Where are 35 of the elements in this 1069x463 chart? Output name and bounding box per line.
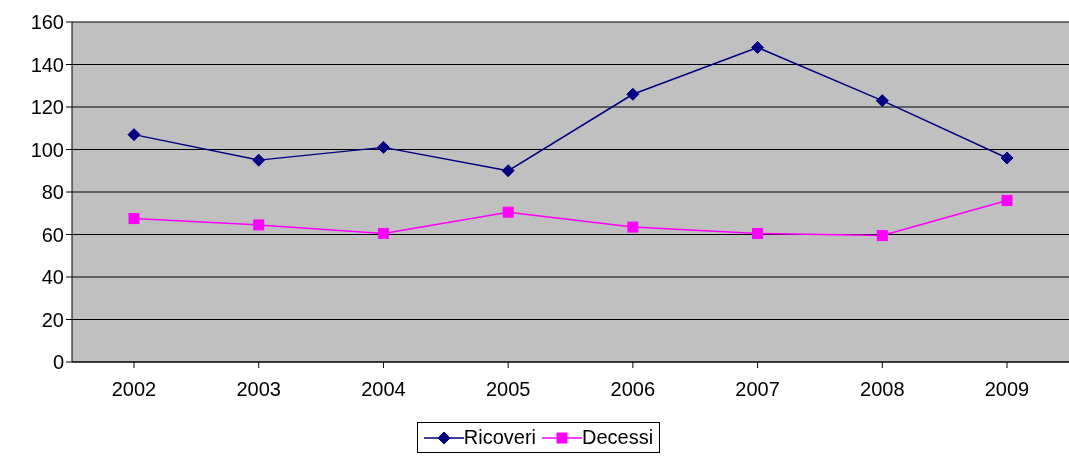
- x-tick-label: 2007: [735, 378, 780, 401]
- x-tick-label: 2004: [361, 378, 406, 401]
- y-tick-label: 60: [41, 223, 64, 246]
- point: [626, 87, 640, 101]
- point: [627, 221, 639, 233]
- point: [253, 219, 265, 231]
- point: [1000, 151, 1014, 165]
- point: [501, 164, 515, 178]
- legend-label: Decessi: [581, 426, 654, 449]
- y-tick-label: 120: [30, 96, 64, 119]
- x-tick-label: 2008: [860, 378, 905, 401]
- point: [876, 230, 888, 242]
- legend-label: Ricoveri: [462, 426, 537, 449]
- point: [128, 213, 140, 225]
- x-tick-label: 2006: [610, 378, 656, 401]
- point: [252, 153, 266, 167]
- y-tick-label: 20: [41, 308, 64, 331]
- point: [502, 206, 514, 218]
- point: [1001, 195, 1013, 206]
- y-tick-label: 0: [52, 351, 64, 374]
- y-tick-label: 140: [30, 53, 64, 76]
- point: [875, 94, 889, 108]
- point: [377, 227, 389, 239]
- y-tick-label: 80: [41, 181, 64, 204]
- point: [376, 140, 390, 154]
- point: [752, 227, 764, 239]
- x-tick-label: 2009: [984, 378, 1030, 401]
- point: [127, 128, 141, 142]
- point: [751, 41, 765, 54]
- x-tick-label: 2002: [111, 378, 157, 401]
- y-tick-label: 40: [41, 266, 64, 289]
- y-tick-label: 160: [30, 11, 64, 34]
- x-tick-label: 2003: [236, 378, 281, 401]
- y-tick-label: 100: [30, 138, 64, 161]
- x-tick-label: 2005: [485, 378, 531, 401]
